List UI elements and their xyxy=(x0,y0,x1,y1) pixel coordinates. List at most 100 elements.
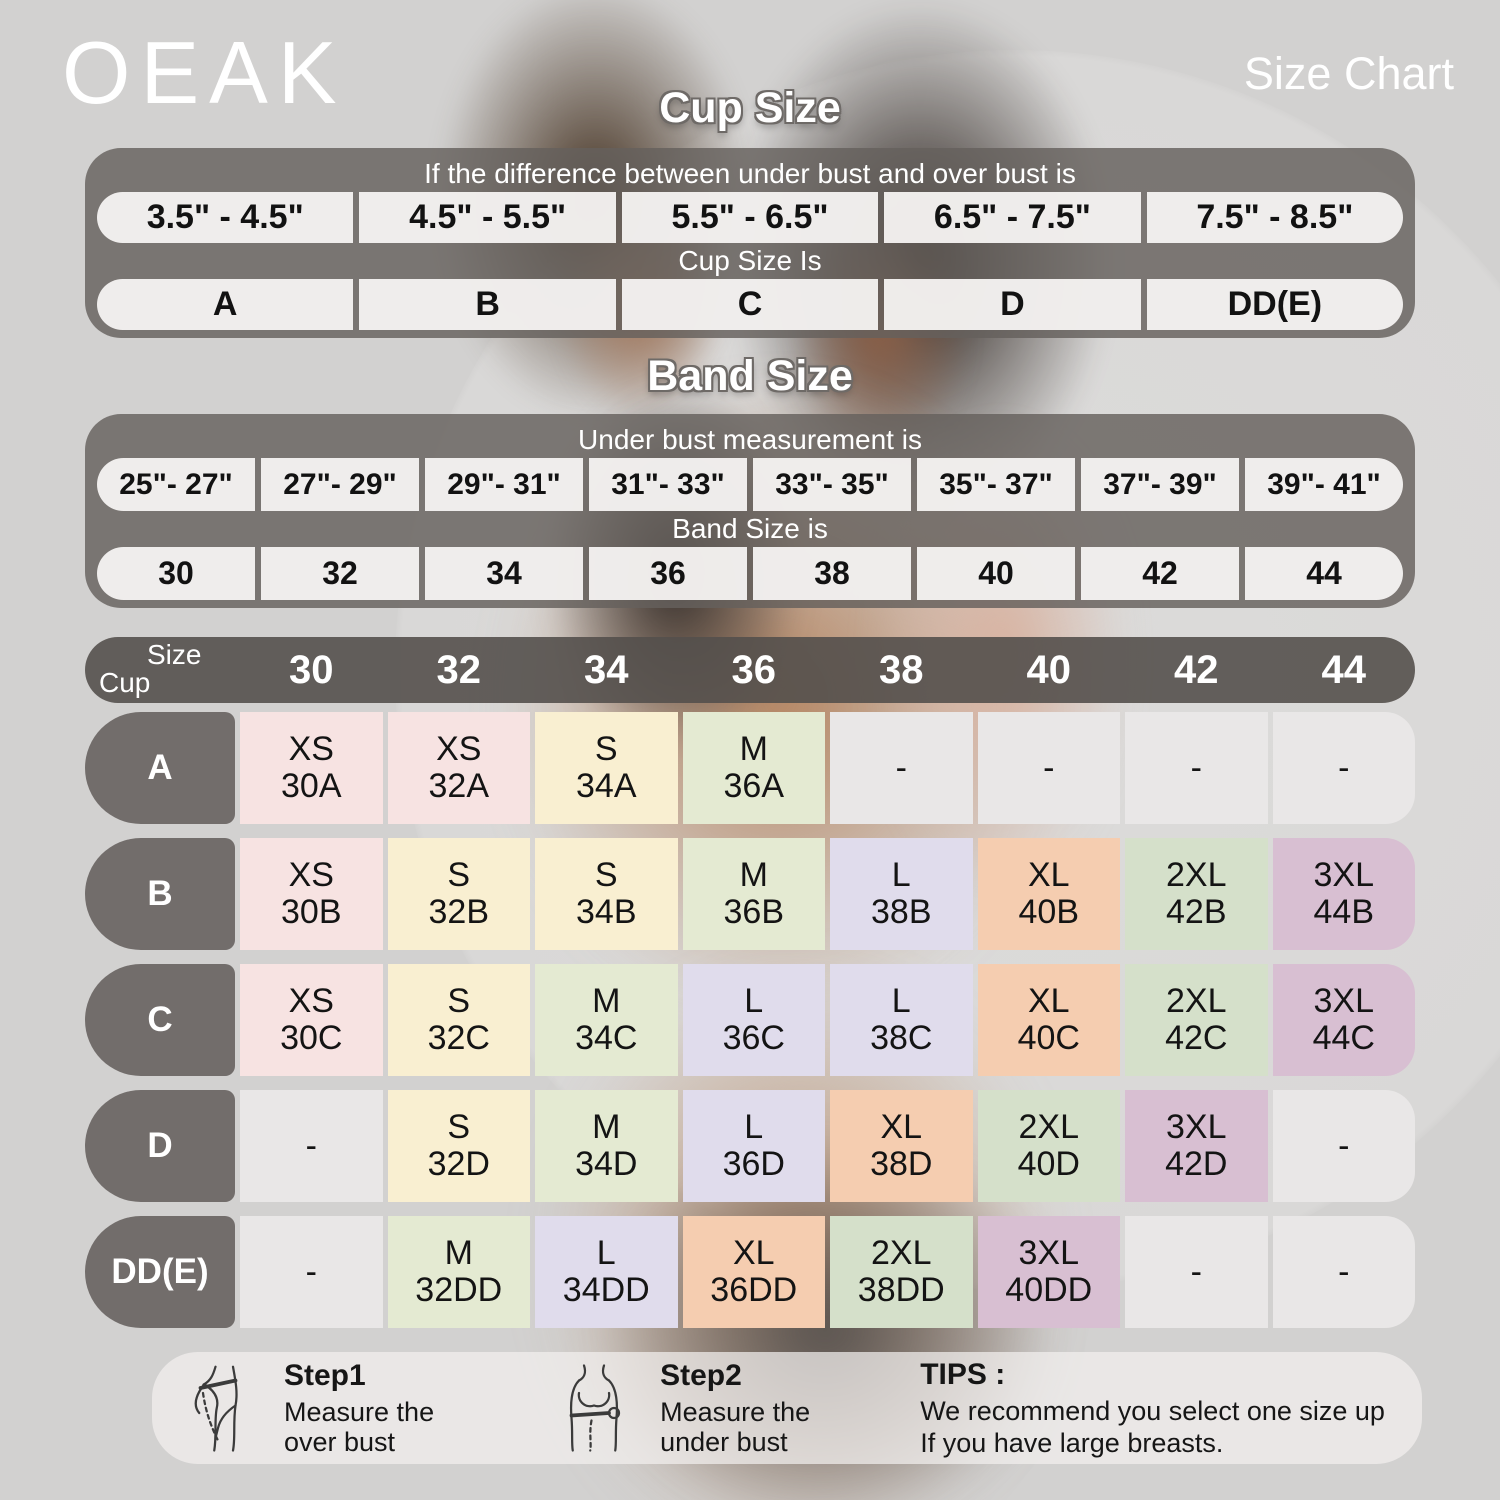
step2-text-line1: Measure the xyxy=(660,1396,811,1427)
step1-title: Step1 xyxy=(284,1358,366,1392)
cup-letter-row: A B C D DD(E) xyxy=(97,279,1404,330)
cup-row-label: A xyxy=(85,712,235,824)
band-range-cell: 37"- 39" xyxy=(1081,458,1239,511)
matrix-row: DD(E) - M 32DD L 34DD XL 36DD 2XL 38DD 3XL 40DD - - xyxy=(85,1216,1415,1328)
measuring-instructions-bar: Step1 Measure the over bust Step2 Measur… xyxy=(152,1352,1422,1464)
cup-size-panel: If the difference between under bust and… xyxy=(85,148,1415,338)
size-cell: S 32C xyxy=(387,964,530,1076)
page-title: Size Chart xyxy=(1243,48,1454,99)
band-column-header: 34 xyxy=(584,647,629,692)
cup-letter-cell: B xyxy=(359,279,616,330)
cup-letter-cell: D xyxy=(884,279,1141,330)
size-cell: XS 30A xyxy=(240,712,383,824)
size-cell: 3XL 40DD xyxy=(977,1216,1120,1328)
band-size-is-caption: Band Size is xyxy=(672,513,828,544)
size-cell: M 36A xyxy=(682,712,825,824)
cup-range-cell: 6.5" - 7.5" xyxy=(884,192,1141,243)
size-cell: M 34C xyxy=(535,964,678,1076)
size-cell: 3XL 42D xyxy=(1125,1090,1268,1202)
band-column-header: 38 xyxy=(879,647,924,692)
band-range-cell: 27"- 29" xyxy=(261,458,419,511)
size-cell: XL 40C xyxy=(977,964,1120,1076)
band-range-cell: 39"- 41" xyxy=(1245,458,1403,511)
size-cell-empty: - xyxy=(1272,1090,1415,1202)
cup-row-label: D xyxy=(85,1090,235,1202)
size-cell-empty: - xyxy=(1272,712,1415,824)
step2-block: Step2 Measure the under bust xyxy=(660,1359,810,1457)
tips-block: TIPS : We recommend you select one size … xyxy=(920,1358,1385,1458)
size-cell: S 32D xyxy=(387,1090,530,1202)
band-range-row: 25"- 27" 27"- 29" 29"- 31" 31"- 33" 33"- 35"… xyxy=(97,458,1403,511)
cup-row-label: C xyxy=(85,964,235,1076)
matrix-column-headers: 30 32 34 36 38 40 42 44 xyxy=(240,637,1415,703)
step1-text-line2: over bust xyxy=(284,1427,396,1457)
band-number-cell: 32 xyxy=(261,547,419,600)
size-cell: XS 30B xyxy=(240,838,383,950)
cup-letter-cell: C xyxy=(621,279,879,330)
step1-block: Step1 Measure the over bust xyxy=(284,1359,434,1457)
matrix-row: D - S 32D M 34D L 36D XL 38D 2XL 40D 3XL 42D - xyxy=(85,1090,1415,1202)
size-cell: L 38C xyxy=(830,964,973,1076)
band-size-panel: Under bust measurement is 25"- 27" 27"- 2… xyxy=(85,414,1415,608)
matrix-corner-size-label: Size xyxy=(147,639,202,670)
tips-text-line1: We recommend you select one size up xyxy=(920,1395,1385,1426)
band-number-row: 30 32 34 36 38 40 42 44 xyxy=(97,547,1403,600)
step1-text-line1: Measure the xyxy=(284,1396,435,1427)
band-number-cell: 30 xyxy=(97,547,255,600)
cup-letter-cell: DD(E) xyxy=(1146,279,1404,330)
size-cell: S 32B xyxy=(387,838,530,950)
brand-logo: OEAK xyxy=(62,23,347,122)
band-range-cell: 31"- 33" xyxy=(589,458,747,511)
size-cell: L 38B xyxy=(830,838,973,950)
matrix-header: Size Cup 30 32 34 36 38 40 42 44 xyxy=(85,637,1415,703)
tips-text-line2: If you have large breasts. xyxy=(920,1428,1224,1458)
cup-range-cell: 7.5" - 8.5" xyxy=(1146,192,1404,243)
band-column-header: 30 xyxy=(289,647,334,692)
size-cell: XS 32A xyxy=(387,712,530,824)
size-cell: XL 38D xyxy=(830,1090,973,1202)
size-cell: XL 36DD xyxy=(682,1216,825,1328)
matrix-corner-cup-label: Cup xyxy=(99,667,151,698)
band-number-cell: 40 xyxy=(917,547,1075,600)
matrix-corner: Size Cup xyxy=(85,637,235,703)
band-number-cell: 38 xyxy=(753,547,911,600)
cup-difference-caption: If the difference between under bust and… xyxy=(424,158,1076,189)
size-cell: 3XL 44B xyxy=(1272,838,1415,950)
size-cell: S 34A xyxy=(535,712,678,824)
size-cell: XL 40B xyxy=(977,838,1120,950)
matrix-row: A XS 30A XS 32A S 34A M 36A - - - - xyxy=(85,712,1415,824)
size-cell: M 36B xyxy=(682,838,825,950)
size-matrix: A XS 30A XS 32A S 34A M 36A - - - - B XS 30B S 32B S 34B M 36… xyxy=(85,712,1415,1328)
size-cell: L 36D xyxy=(682,1090,825,1202)
size-cell-empty: - xyxy=(830,712,973,824)
underbust-caption: Under bust measurement is xyxy=(578,424,922,455)
band-range-cell: 35"- 37" xyxy=(917,458,1075,511)
band-range-cell: 33"- 35" xyxy=(753,458,911,511)
band-column-header: 42 xyxy=(1174,647,1219,692)
size-cell: XS 30C xyxy=(240,964,383,1076)
size-cell: 2XL 42B xyxy=(1125,838,1268,950)
cup-range-row: 3.5" - 4.5" 4.5" - 5.5" 5.5" - 6.5" 6.5" - … xyxy=(97,192,1404,243)
band-size-title: Band Size xyxy=(647,352,853,400)
band-range-cell: 25"- 27" xyxy=(97,458,255,511)
size-cell-empty: - xyxy=(1125,1216,1268,1328)
matrix-row: C XS 30C S 32C M 34C L 36C L 38C XL 40C 2XL 42C 3XL 44C xyxy=(85,964,1415,1076)
size-cell-empty: - xyxy=(240,1090,383,1202)
size-cell-empty: - xyxy=(1125,712,1268,824)
cup-row-label: B xyxy=(85,838,235,950)
size-cell: L 34DD xyxy=(535,1216,678,1328)
size-cell: 2XL 42C xyxy=(1125,964,1268,1076)
step2-title: Step2 xyxy=(660,1358,742,1392)
size-cell: M 32DD xyxy=(387,1216,530,1328)
band-column-header: 44 xyxy=(1321,647,1367,692)
cup-row-label: DD(E) xyxy=(85,1216,235,1328)
size-cell: L 36C xyxy=(682,964,825,1076)
size-cell-empty: - xyxy=(977,712,1120,824)
step2-text-line2: under bust xyxy=(660,1427,788,1457)
cup-size-title: Cup Size xyxy=(659,84,841,132)
band-column-header: 40 xyxy=(1026,647,1072,692)
size-cell: 3XL 44C xyxy=(1272,964,1415,1076)
cup-range-cell: 3.5" - 4.5" xyxy=(97,192,354,243)
measure-overbust-icon xyxy=(194,1365,238,1452)
